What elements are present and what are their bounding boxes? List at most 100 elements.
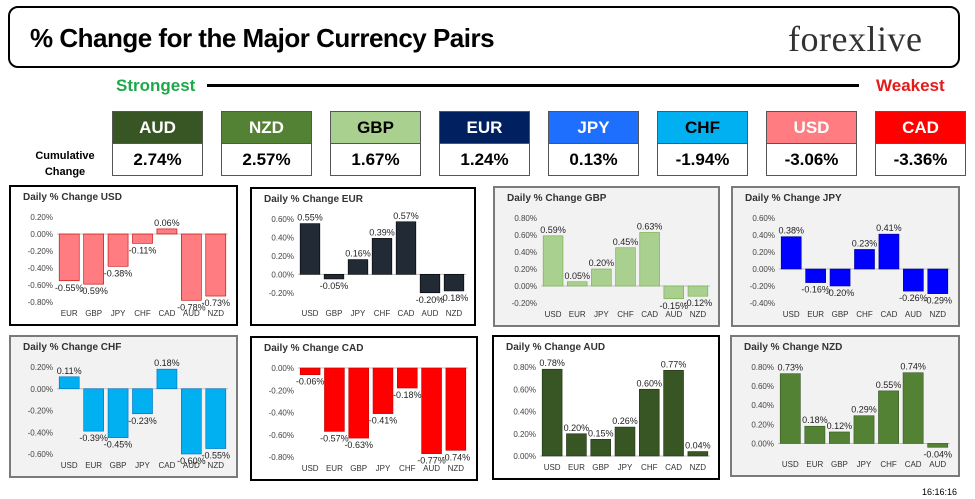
x-tick-label: EUR [807,310,824,319]
y-tick-label: -0.80% [269,453,294,462]
currency-tile-cad: CAD [875,111,966,144]
data-label: -0.78% [177,302,206,312]
bar-gbp [107,388,129,438]
bar-jpy [132,388,153,415]
chart-title: Daily % Change JPY [745,193,842,204]
bar-chf [878,390,899,444]
x-tick-label: CHF [617,310,634,319]
bar-chf [371,238,393,275]
chart-title: Daily % Change AUD [506,342,606,353]
currency-tile-nzd: NZD [221,111,312,144]
data-label: 0.05% [564,271,590,281]
data-label: 0.20% [589,258,615,268]
data-label: -0.04% [923,449,952,459]
bar-usd [780,236,802,270]
currency-value-cad: -3.36% [875,144,966,176]
bar-nzd [445,367,467,451]
x-tick-label: AUD [422,309,439,318]
y-tick-label: 0.40% [513,408,536,417]
x-tick-label: USD [783,310,800,319]
x-tick-label: NZD [208,309,225,318]
data-label: -0.57% [320,433,349,443]
x-tick-label: CHF [641,463,658,472]
x-tick-label: CAD [398,309,415,318]
x-tick-label: CAD [158,461,175,470]
chart-plot: 0.80% 0.60% 0.40% 0.20% 0.00% -0.20% 0.59% USD 0… [512,214,713,319]
y-tick-label: 0.20% [30,213,53,222]
data-label: -0.55% [55,283,84,293]
x-tick-label: GBP [592,463,609,472]
y-tick-label: -0.40% [28,264,53,273]
chart-title: Daily % Change GBP [507,193,607,204]
bar-eur [83,388,104,432]
y-tick-label: 0.40% [271,233,294,242]
y-tick-label: -0.20% [512,299,537,308]
x-tick-label: EUR [326,464,343,473]
data-label: -0.41% [369,416,398,426]
y-tick-label: 0.60% [752,214,775,223]
y-tick-label: 0.20% [751,420,774,429]
x-tick-label: EUR [806,460,823,469]
x-tick-label: CAD [158,309,175,318]
data-label: 0.55% [876,380,902,390]
x-tick-label: USD [544,463,561,472]
strength-scale-line [207,84,859,87]
chart-plot: 0.00% -0.20% -0.40% -0.60% -0.80% -0.06% USD -0… [269,364,471,473]
bar-aud [181,388,202,455]
chart-title: Daily % Change NZD [744,342,843,353]
currency-value-eur: 1.24% [439,144,530,176]
x-tick-label: EUR [61,309,78,318]
x-tick-label: NZD [448,464,465,473]
data-label: -0.63% [344,440,373,450]
data-label: -0.45% [104,440,133,450]
bar-jpy [591,268,612,287]
data-label: 0.06% [154,218,180,228]
data-label: 0.26% [612,416,638,426]
data-label: -0.74% [442,452,471,462]
data-label: -0.12% [684,298,713,308]
weakest-label: Weakest [876,76,945,95]
bar-chf [854,249,875,270]
data-label: -0.39% [79,433,108,443]
bar-eur [567,281,588,287]
header-box: % Change for the Major Currency Pairs fo… [8,6,960,68]
y-tick-label: 0.20% [30,363,53,372]
x-tick-label: GBP [831,460,848,469]
data-label: -0.77% [417,456,446,466]
daily-change-usd-chart: Daily % Change USD 0.20% 0.00% -0.20% -0.40%… [9,185,238,326]
data-label: 0.74% [900,362,926,372]
x-tick-label: CAD [880,310,897,319]
x-tick-label: NZD [690,463,707,472]
data-label: 0.18% [154,358,180,368]
y-tick-label: -0.60% [28,450,53,459]
y-tick-label: 0.20% [752,248,775,257]
x-tick-label: AUD [183,461,200,470]
bar-eur [566,433,587,457]
x-tick-label: CHF [880,460,897,469]
bar-gbp [590,439,611,457]
data-label: 0.41% [876,223,902,233]
x-tick-label: NZD [690,310,707,319]
data-label: 0.11% [57,366,82,376]
bar-cad [639,232,660,287]
y-tick-label: 0.80% [513,363,536,372]
bar-usd [541,368,563,457]
currency-value-gbp: 1.67% [330,144,421,176]
y-tick-label: 0.20% [513,430,536,439]
currency-value-nzd: 2.57% [221,144,312,176]
data-label: -0.15% [660,301,689,311]
data-label: -0.18% [393,390,422,400]
data-label: -0.11% [129,245,157,255]
x-tick-label: GBP [85,309,102,318]
bar-aud [927,443,949,448]
currency-tile-chf: CHF [657,111,748,144]
y-tick-label: 0.60% [513,385,536,394]
y-tick-label: -0.20% [269,289,294,298]
data-label: -0.23% [128,416,157,426]
daily-change-nzd-chart: Daily % Change NZD 0.80% 0.60% 0.40% 0.20% 0.… [730,335,960,477]
currency-value-aud: 2.74% [112,144,203,176]
x-tick-label: JPY [135,461,150,470]
x-tick-label: EUR [568,463,585,472]
y-tick-label: 0.40% [751,401,774,410]
daily-change-cad-chart: Daily % Change CAD 0.00% -0.20% -0.40% -0.60… [250,336,478,481]
